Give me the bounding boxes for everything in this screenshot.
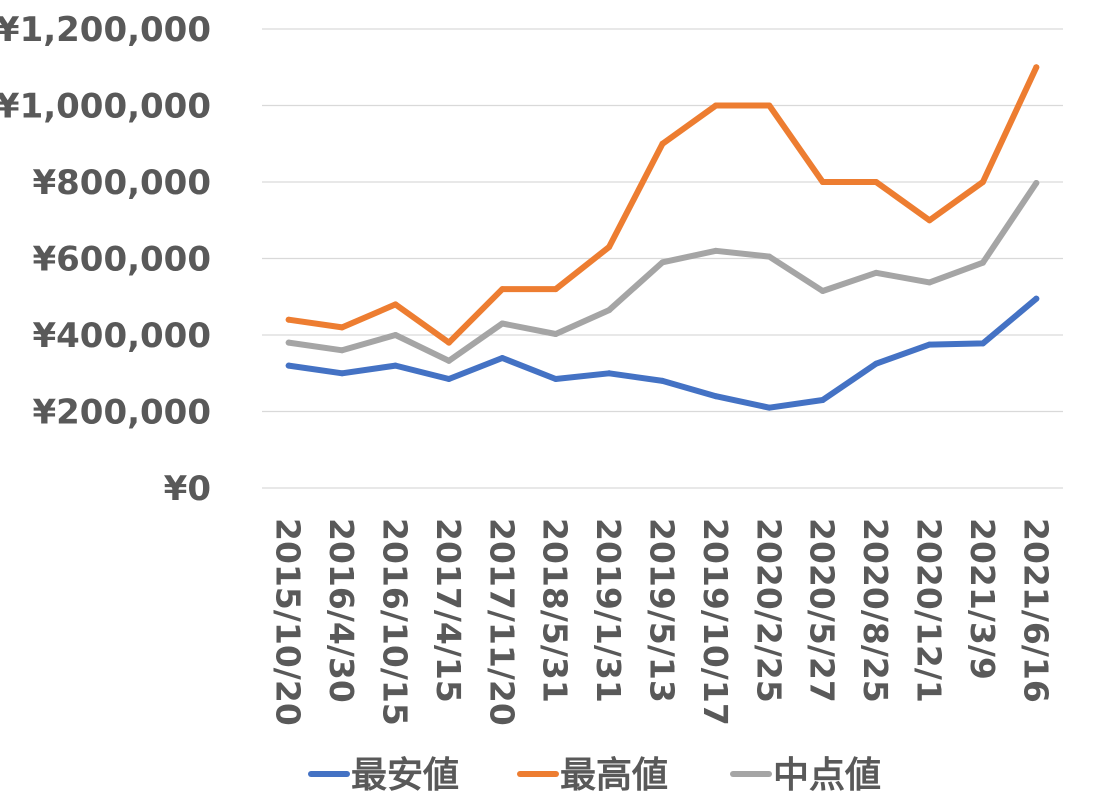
data-point: [819, 397, 826, 404]
data-point: [712, 247, 719, 254]
y-tick-label: ¥400,000: [32, 316, 211, 356]
data-point: [873, 269, 880, 276]
series-lines: [285, 64, 1040, 411]
series-line-1: [285, 295, 1040, 411]
data-point: [712, 393, 719, 400]
data-point: [499, 354, 506, 361]
data-point: [659, 140, 666, 147]
legend: 最安値 最高値 中点値: [308, 755, 881, 796]
data-point: [873, 360, 880, 367]
y-tick-label: ¥200,000: [32, 393, 211, 433]
data-point: [445, 339, 452, 346]
x-tick-label: 2019/1/31: [589, 518, 628, 703]
data-point: [552, 286, 559, 293]
data-point: [339, 324, 346, 331]
data-point: [979, 259, 986, 266]
gridlines: [262, 28, 1063, 489]
data-point: [552, 375, 559, 382]
data-point: [659, 259, 666, 266]
x-tick-label: 2017/11/20: [482, 518, 521, 726]
data-point: [499, 320, 506, 327]
series-line-3: [285, 180, 1040, 364]
data-point: [766, 253, 773, 260]
data-point: [285, 362, 292, 369]
data-point: [285, 316, 292, 323]
x-tick-label: 2020/8/25: [856, 518, 895, 703]
data-point: [766, 404, 773, 411]
data-point: [659, 377, 666, 384]
x-axis-ticks: 2015/10/20 2016/4/30 2016/10/15 2017/4/15 20…: [269, 518, 1056, 726]
data-point: [285, 339, 292, 346]
y-tick-label: ¥1,200,000: [0, 10, 211, 50]
x-tick-label: 2021/3/9: [963, 518, 1002, 680]
x-tick-label: 2015/10/20: [269, 518, 308, 726]
data-point: [392, 362, 399, 369]
data-point: [606, 244, 613, 251]
data-point: [445, 357, 452, 364]
x-tick-label: 2016/4/30: [322, 518, 361, 703]
data-point: [926, 341, 933, 348]
legend-label: 中点値: [773, 755, 881, 796]
y-tick-label: ¥600,000: [32, 240, 211, 280]
x-tick-label: 2021/6/16: [1016, 518, 1055, 703]
data-point: [926, 217, 933, 224]
data-point: [979, 179, 986, 185]
data-point: [606, 370, 613, 377]
data-point: [552, 331, 559, 338]
data-point: [499, 286, 506, 293]
y-axis-ticks: ¥0 ¥200,000 ¥400,000 ¥600,000 ¥800,000 ¥1,000…: [0, 10, 211, 509]
data-point: [979, 340, 986, 347]
x-tick-label: 2018/5/31: [536, 518, 575, 703]
legend-label: 最安値: [351, 755, 459, 796]
y-tick-label: ¥800,000: [32, 163, 211, 203]
data-point: [819, 179, 826, 185]
data-point: [392, 332, 399, 338]
x-tick-label: 2017/4/15: [429, 518, 468, 703]
x-tick-label: 2019/10/17: [696, 518, 735, 726]
x-tick-label: 2020/2/25: [749, 518, 788, 703]
data-point: [606, 307, 613, 314]
data-point: [339, 347, 346, 354]
data-point: [1033, 179, 1040, 186]
data-point: [873, 179, 880, 185]
x-tick-label: 2020/12/1: [910, 518, 949, 703]
data-point: [766, 102, 773, 109]
data-point: [819, 288, 826, 295]
data-point: [1033, 295, 1040, 302]
legend-label: 最高値: [560, 755, 668, 796]
data-point: [392, 301, 399, 308]
data-point: [1033, 64, 1040, 71]
x-tick-label: 2019/5/13: [643, 518, 682, 703]
x-tick-label: 2016/10/15: [376, 518, 415, 726]
data-point: [445, 375, 452, 382]
series-line-2: [285, 64, 1040, 346]
data-point: [712, 102, 719, 109]
y-tick-label: ¥1,000,000: [0, 87, 211, 127]
x-tick-label: 2020/5/27: [803, 518, 842, 703]
data-point: [339, 370, 346, 377]
y-tick-label: ¥0: [164, 469, 211, 509]
data-point: [926, 279, 933, 286]
